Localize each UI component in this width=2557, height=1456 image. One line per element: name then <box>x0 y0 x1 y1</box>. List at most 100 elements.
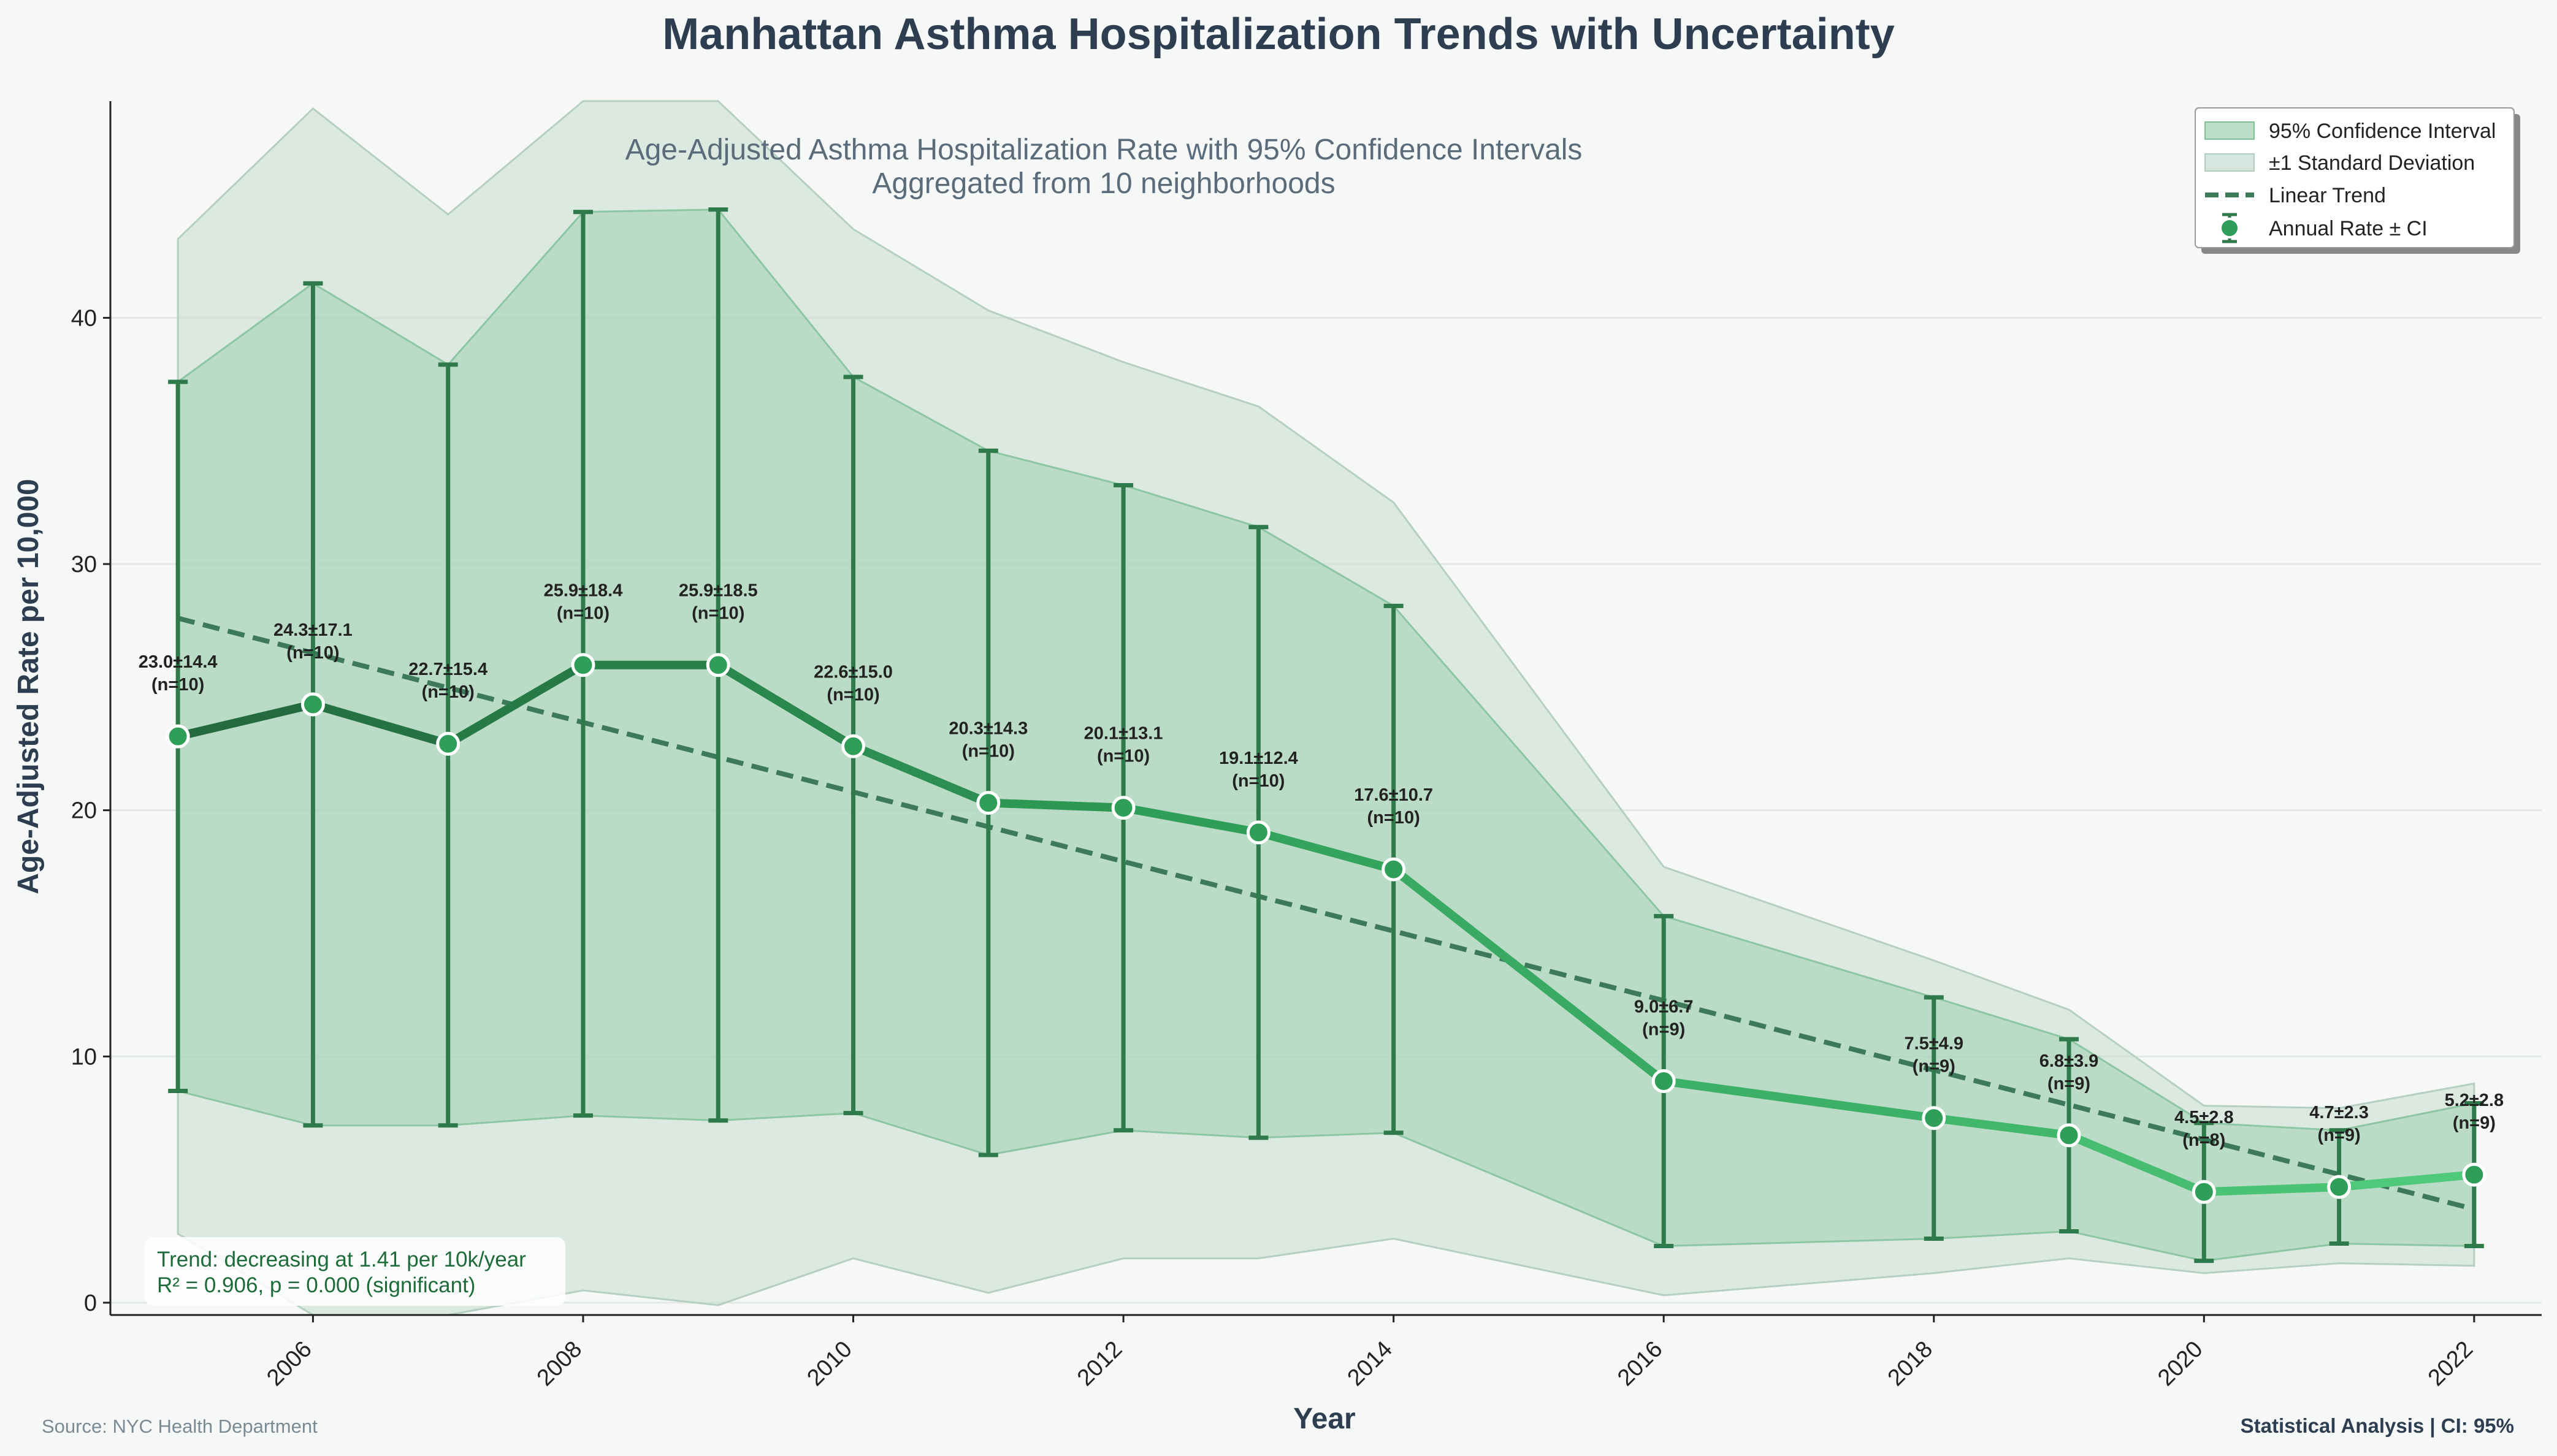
trend-line <box>177 616 2475 1212</box>
data-point <box>2327 1175 2352 1199</box>
data-label-value: 25.9±18.5 <box>679 581 758 601</box>
x-ticks: 2006 2008 2010 2012 2014 2016 2018 2020 2022 <box>262 1315 2478 1391</box>
legend-sd-label: ±1 Standard Deviation <box>2269 151 2475 175</box>
y-ticks: 0 10 20 30 40 <box>71 305 110 1316</box>
series-line-segment <box>1254 828 1398 874</box>
legend-rate-label: Annual Rate ± CI <box>2269 217 2428 240</box>
series-line-segment <box>2065 1130 2209 1197</box>
data-point <box>2057 1123 2081 1148</box>
legend-box <box>2195 107 2515 248</box>
data-label-value: 20.3±14.3 <box>949 719 1028 739</box>
y-tick-label: 30 <box>71 552 97 577</box>
ci-band <box>177 208 2475 1262</box>
data-point <box>2192 1180 2216 1204</box>
data-point <box>166 724 190 749</box>
data-label-n: (n=10) <box>1367 808 1420 828</box>
series-line-segment <box>174 699 318 741</box>
plot-area: 23.0±14.4 (n=10) 24.3±17.1 (n=10) 22.7±15.4 (… <box>110 100 2542 1316</box>
y-axis-label: Age-Adjusted Rate per 10,000 <box>12 479 45 894</box>
data-label-value: 25.9±18.4 <box>544 581 623 601</box>
series-line-segment <box>1389 865 1668 1086</box>
data-label-value: 22.6±15.0 <box>814 662 893 682</box>
x-tick-label: 2008 <box>532 1336 587 1391</box>
data-label-n: (n=10) <box>692 604 744 623</box>
data-point <box>1246 820 1271 845</box>
y-tick-label: 20 <box>71 798 97 824</box>
legend-sd-swatch <box>2204 153 2255 172</box>
series-line-segment <box>2334 1170 2479 1192</box>
data-label-value: 4.7±2.3 <box>2309 1103 2369 1122</box>
x-tick-label: 2020 <box>2153 1336 2207 1391</box>
data-label-n: (n=10) <box>286 643 339 663</box>
x-tick-label: 2022 <box>2423 1336 2478 1391</box>
data-label-n: (n=9) <box>2047 1074 2090 1094</box>
series-line-segment <box>2200 1183 2344 1197</box>
series-line-segment <box>849 742 993 807</box>
data-point <box>2462 1162 2486 1187</box>
legend-trend-label: Linear Trend <box>2269 184 2386 207</box>
data-label-value: 7.5±4.9 <box>1904 1034 1963 1054</box>
trend-annotation-box <box>145 1237 565 1306</box>
series-line-segment <box>1119 803 1263 837</box>
data-label-value: 22.7±15.4 <box>408 660 487 679</box>
data-point <box>976 791 1001 815</box>
data-label-n: (n=10) <box>962 742 1015 761</box>
data-label-n: (n=10) <box>422 682 475 702</box>
data-label-n: (n=9) <box>1913 1057 1955 1077</box>
trend-annotation-line-1: Trend: decreasing at 1.41 per 10k/year <box>157 1248 526 1271</box>
legend-ci-label: 95% Confidence Interval <box>2269 120 2496 143</box>
x-tick-label: 2018 <box>1883 1336 1938 1391</box>
legend-ci-swatch <box>2204 121 2255 140</box>
data-point <box>436 731 461 756</box>
data-label-value: 24.3±17.1 <box>273 620 353 640</box>
series-line-segment <box>984 798 1128 812</box>
data-label-n: (n=10) <box>557 604 610 623</box>
footer-analysis: Statistical Analysis | CI: 95% <box>2241 1414 2514 1437</box>
data-point <box>1382 857 1406 882</box>
data-point <box>1111 796 1136 820</box>
legend: 95% Confidence Interval ±1 Standard Devi… <box>2195 107 2520 254</box>
chart-title: Manhattan Asthma Hospitalization Trends … <box>662 10 1895 59</box>
x-tick-label: 2012 <box>1072 1336 1127 1391</box>
y-tick-label: 10 <box>71 1044 97 1070</box>
x-tick-label: 2014 <box>1343 1336 1397 1391</box>
subtitle-line-1: Age-Adjusted Asthma Hospitalization Rate… <box>625 134 1583 166</box>
data-point <box>1922 1106 1946 1130</box>
data-label-n: (n=10) <box>151 675 204 695</box>
data-label-value: 6.8±3.9 <box>2039 1051 2099 1071</box>
series-line-segment <box>1659 1077 1938 1122</box>
data-label-n: (n=10) <box>827 685 879 704</box>
data-label-value: 19.1±12.4 <box>1219 749 1298 768</box>
series-line-segment <box>714 660 858 751</box>
data-labels: 23.0±14.4 (n=10) 24.3±17.1 (n=10) 22.7±15.4 (… <box>139 581 2504 1150</box>
data-label-n: (n=9) <box>2453 1113 2496 1133</box>
data-point <box>706 653 730 677</box>
series-line-segment <box>308 699 453 749</box>
trend-annotation: Trend: decreasing at 1.41 per 10k/year R… <box>145 1237 565 1306</box>
data-point <box>841 734 866 758</box>
series-line-group <box>174 660 2479 1197</box>
data-point <box>571 653 595 677</box>
x-tick-label: 2006 <box>262 1336 316 1391</box>
data-label-value: 23.0±14.4 <box>139 652 218 672</box>
data-label-n: (n=10) <box>1232 771 1285 791</box>
x-axis-label: Year <box>1293 1403 1355 1435</box>
data-label-n: (n=10) <box>1097 747 1150 766</box>
y-tick-label: 0 <box>84 1290 97 1316</box>
data-label-value: 20.1±13.1 <box>1084 724 1163 744</box>
series-line-segment <box>1929 1113 2074 1140</box>
data-label-value: 17.6±10.7 <box>1354 785 1433 805</box>
footer-source: Source: NYC Health Department <box>42 1416 318 1437</box>
data-label-value: 4.5±2.8 <box>2174 1108 2234 1127</box>
data-point <box>1651 1069 1676 1093</box>
data-points <box>166 653 2486 1204</box>
y-tick-label: 40 <box>71 305 97 331</box>
data-label-value: 5.2±2.8 <box>2445 1091 2504 1110</box>
x-tick-label: 2010 <box>802 1336 857 1391</box>
series-line-segment <box>443 660 587 749</box>
legend-rate-swatch <box>2219 213 2240 243</box>
trend-annotation-line-2: R² = 0.906, p = 0.000 (significant) <box>157 1273 475 1297</box>
subtitle-line-2: Aggregated from 10 neighborhoods <box>872 167 1335 200</box>
trend-line-group <box>177 616 2475 1212</box>
